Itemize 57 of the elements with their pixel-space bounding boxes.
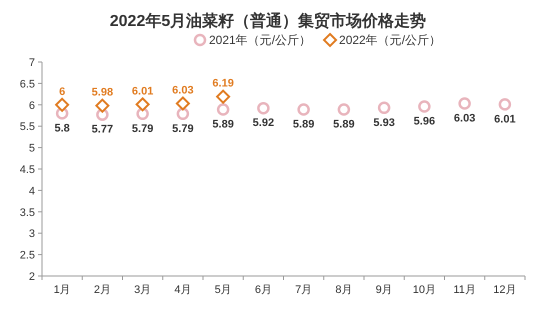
point — [55, 98, 70, 112]
data-label: 5.8 — [54, 122, 70, 134]
y-tick-label: 3 — [28, 228, 35, 240]
x-tick-label: 2月 — [94, 284, 111, 296]
point — [216, 103, 230, 116]
point — [418, 100, 431, 113]
data-label: 5.79 — [172, 122, 194, 135]
y-tick-label: 6.5 — [20, 78, 35, 90]
data-label: 5.77 — [92, 124, 114, 136]
data-label: 6.03 — [454, 112, 476, 125]
point — [95, 98, 110, 113]
data-label: 5.98 — [92, 86, 114, 99]
data-label: 6.01 — [132, 85, 154, 98]
data-label: 5.89 — [292, 118, 314, 131]
y-tick-label: 4.5 — [20, 164, 35, 176]
data-label: 5.79 — [132, 122, 154, 135]
point — [297, 103, 310, 116]
x-tick-label: 10月 — [412, 284, 436, 296]
data-label: 5.96 — [414, 116, 436, 128]
y-tick-label: 2.5 — [20, 250, 35, 262]
x-tick-label: 1月 — [54, 284, 71, 296]
x-tick-label: 3月 — [134, 284, 152, 296]
title: 2022年5月油菜籽（普通）集贸市场价格走势 — [110, 13, 426, 30]
data-label: 6.03 — [172, 84, 194, 97]
x-tick-label: 6月 — [254, 284, 272, 296]
y-tick-label: 5.5 — [20, 121, 35, 134]
data-label: 6 — [59, 86, 66, 98]
point — [216, 90, 230, 104]
y-tick-label: 6 — [28, 100, 35, 112]
point — [136, 97, 150, 112]
data-label: 5.92 — [252, 117, 274, 130]
x-tick-label: 8月 — [335, 284, 352, 296]
point — [498, 98, 512, 111]
data-label: 5.89 — [212, 118, 234, 131]
point — [378, 102, 390, 114]
x-tick-label: 4月 — [174, 284, 192, 296]
y-tick-label: 3.5 — [20, 206, 35, 219]
y-tick-label: 2 — [28, 271, 35, 283]
point — [176, 108, 190, 120]
x-tick-label: 12月 — [493, 284, 516, 296]
point — [458, 97, 471, 110]
point — [338, 103, 350, 116]
data-label: 6.19 — [212, 78, 234, 90]
data-label: 6.01 — [494, 113, 516, 126]
data-label: 5.93 — [373, 116, 395, 129]
point — [136, 108, 149, 120]
x-tick-label: 11月 — [453, 284, 476, 296]
point — [257, 102, 270, 114]
x-tick-label: 9月 — [376, 284, 393, 296]
x-tick-label: 5月 — [214, 284, 232, 296]
x-tick-label: 7月 — [295, 284, 312, 296]
data-label: 5.89 — [333, 118, 355, 131]
y-tick-label: 7 — [28, 57, 35, 69]
legend-label: 2022年（元/公斤） — [339, 33, 442, 47]
y-tick-label: 4 — [28, 185, 35, 198]
y-tick-label: 5 — [28, 142, 35, 155]
point — [176, 96, 190, 111]
